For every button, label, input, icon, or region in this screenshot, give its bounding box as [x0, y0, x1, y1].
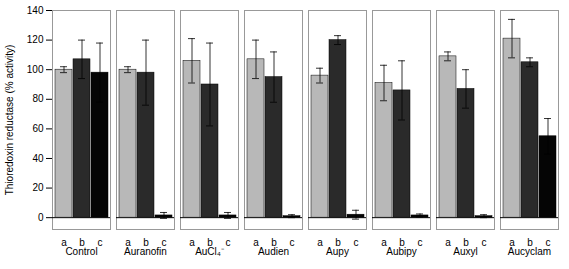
svg-text:0: 0 [38, 212, 44, 223]
svg-text:100: 100 [27, 64, 44, 75]
svg-text:Thioredoxin reductase (% activ: Thioredoxin reductase (% activity) [4, 45, 15, 196]
svg-text:c: c [546, 237, 551, 248]
svg-text:b: b [143, 237, 149, 248]
svg-text:Auxyl: Auxyl [453, 245, 478, 257]
svg-text:a: a [253, 237, 259, 248]
svg-text:a: a [509, 237, 515, 248]
svg-text:20: 20 [32, 182, 44, 193]
svg-text:c: c [418, 237, 423, 248]
svg-text:Auranofin: Auranofin [124, 245, 167, 257]
svg-text:a: a [61, 237, 67, 248]
svg-text:Aubipy: Aubipy [386, 245, 417, 257]
svg-text:c: c [226, 237, 231, 248]
svg-text:a: a [445, 237, 451, 248]
svg-text:140: 140 [27, 5, 44, 16]
svg-text:c: c [482, 237, 487, 248]
svg-text:a: a [125, 237, 131, 248]
svg-text:b: b [335, 237, 341, 248]
svg-text:Control: Control [65, 245, 98, 257]
svg-text:c: c [354, 237, 359, 248]
svg-text:b: b [527, 237, 533, 248]
svg-text:Audien: Audien [257, 245, 290, 257]
svg-text:c: c [162, 237, 167, 248]
svg-text:Aupy: Aupy [326, 245, 349, 257]
svg-text:b: b [79, 237, 85, 248]
svg-text:c: c [98, 237, 103, 248]
svg-text:40: 40 [32, 153, 44, 164]
svg-text:b: b [399, 237, 405, 248]
svg-text:Aucyclam: Aucyclam [507, 245, 552, 257]
svg-text:b: b [207, 237, 213, 248]
svg-text:120: 120 [27, 34, 44, 45]
svg-text:b: b [463, 237, 469, 248]
svg-text:a: a [317, 237, 323, 248]
svg-text:60: 60 [32, 123, 44, 134]
svg-text:AuCl₄⁻: AuCl₄⁻ [195, 245, 224, 257]
svg-text:c: c [290, 237, 295, 248]
svg-text:a: a [381, 237, 387, 248]
svg-text:b: b [271, 237, 277, 248]
svg-text:a: a [189, 237, 195, 248]
svg-text:80: 80 [32, 93, 44, 104]
